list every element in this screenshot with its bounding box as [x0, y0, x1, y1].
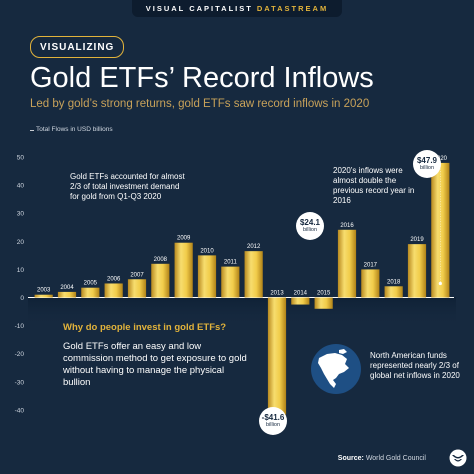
y-tick-label: -20 [15, 351, 25, 358]
bar-2008 [151, 263, 170, 298]
year-label-2010: 2010 [200, 248, 214, 254]
y-tick-label: 10 [17, 267, 25, 274]
top-bar: VISUAL CAPITALIST DATASTREAM [0, 0, 474, 22]
visualizing-tag: VISUALIZING [30, 36, 125, 58]
year-label-2009: 2009 [177, 236, 191, 242]
y-tick-label: 50 [17, 155, 25, 162]
annotation-north-america: North American funds represented nearly … [370, 351, 460, 380]
y-tick-label: -40 [15, 407, 25, 414]
year-label-2008: 2008 [154, 257, 168, 263]
bar-2009 [174, 242, 193, 298]
bar-2013 [267, 297, 287, 415]
bar-2014 [291, 297, 310, 305]
year-label-2005: 2005 [84, 281, 98, 287]
y-tick-label: 40 [17, 183, 25, 190]
bar-2007 [127, 279, 147, 298]
bar-2006 [104, 283, 123, 298]
y-tick-label: 20 [17, 239, 25, 246]
bar-2010 [197, 255, 217, 298]
bar-2003 [34, 294, 53, 298]
visual-capitalist-logo-icon [449, 449, 467, 467]
bar-2004 [57, 291, 77, 298]
y-tick-label: -10 [15, 323, 25, 330]
y-tick-label: -30 [15, 379, 25, 386]
bar-2017 [361, 269, 380, 298]
callout-dot-2020 [438, 281, 442, 286]
bar-2019 [407, 244, 427, 298]
bar-2011 [221, 266, 240, 298]
callout-2020-unit: billion [419, 165, 435, 171]
bar-2020 [431, 162, 450, 298]
y-axis-label: Total Flows in USD billions [36, 126, 113, 133]
bar-2012 [244, 251, 263, 298]
brand-tab: VISUAL CAPITALIST DATASTREAM [131, 0, 343, 17]
callout-2016: $24.1 billion [296, 212, 324, 240]
callout-2020-value: $47.9 [416, 156, 438, 165]
north-america-map-icon [311, 344, 361, 394]
callout-2020: $47.9 billion [413, 150, 441, 178]
bar-2016 [337, 229, 357, 298]
year-label-2016: 2016 [340, 223, 354, 229]
year-label-2003: 2003 [37, 288, 51, 294]
bar-2015 [314, 297, 333, 309]
callout-2013: -$41.6 billion [259, 407, 287, 435]
brand-name: VISUAL CAPITALIST [145, 4, 253, 13]
page-subtitle: Led by gold’s strong returns, gold ETFs … [30, 98, 370, 110]
year-label-2006: 2006 [107, 276, 121, 282]
why-invest-heading: Why do people invest in gold ETFs? [63, 322, 227, 333]
year-label-2019: 2019 [410, 237, 424, 243]
y-axis-label-tick [30, 130, 34, 131]
year-label-2015: 2015 [317, 291, 331, 297]
year-label-2018: 2018 [387, 279, 401, 285]
year-label-2004: 2004 [60, 285, 74, 291]
year-label-2014: 2014 [294, 291, 308, 297]
negative-region-shade [28, 297, 456, 328]
bar-2018 [384, 286, 403, 298]
source-text: World Gold Council [365, 455, 426, 462]
brand-product: DATASTREAM [256, 4, 329, 13]
bar-2005 [81, 287, 100, 298]
why-invest-body: Gold ETFs offer an easy and low commissi… [63, 341, 247, 388]
callout-2016-unit: billion [302, 227, 318, 233]
annotation-investment-demand: Gold ETFs accounted for almost 2/3 of to… [70, 172, 185, 201]
y-tick-label: 30 [17, 211, 25, 218]
source-label: Source: [337, 455, 364, 462]
year-label-2011: 2011 [224, 260, 238, 266]
year-label-2007: 2007 [130, 272, 144, 278]
annotation-inflows-2020: 2020’s inflows were almost double the pr… [333, 166, 415, 205]
page-title: Gold ETFs’ Record Inflows [30, 62, 374, 94]
source-note: Source: World Gold Council [338, 455, 426, 462]
y-tick-label: 0 [20, 295, 24, 302]
year-label-2013: 2013 [270, 291, 284, 297]
callout-2013-unit: billion [265, 422, 281, 428]
year-label-2012: 2012 [247, 244, 261, 250]
year-label-2020: 2020 [434, 156, 448, 162]
callout-2013-value: -$41.6 [261, 413, 285, 422]
year-label-2017: 2017 [364, 262, 378, 268]
callout-2016-value: $24.1 [299, 218, 321, 227]
